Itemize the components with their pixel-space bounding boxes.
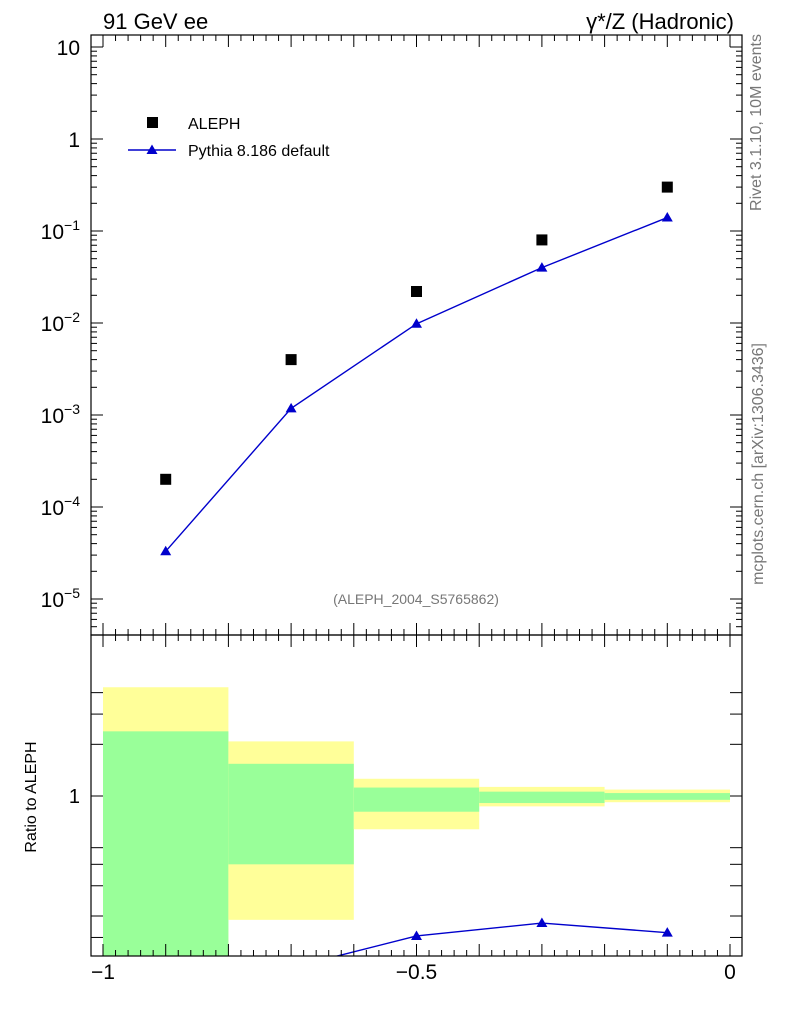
pythia-point [536, 262, 548, 272]
main-panel-axes: 10 1 10−1 10−2 10−3 10−4 10−5 [41, 34, 743, 636]
main-y-tick-label: 10−3 [41, 401, 81, 428]
ratio-band-inner [228, 763, 354, 865]
x-tick-label: 0 [724, 961, 736, 984]
legend-marker-pythia [146, 144, 158, 154]
aleph-point [536, 234, 548, 246]
ratio-band-inner [604, 793, 730, 800]
ratio-pythia-point [536, 917, 548, 928]
pythia-point [661, 212, 673, 222]
main-y-tick-label: 10−4 [41, 493, 81, 520]
pythia-point [285, 402, 297, 413]
pythia-point [160, 545, 172, 556]
aleph-point [285, 354, 297, 366]
rivet-label: Rivet 3.1.10, 10M events [748, 34, 765, 211]
ratio-band-inner [479, 791, 605, 804]
legend: ALEPH Pythia 8.186 default [128, 116, 330, 160]
pythia-point [411, 318, 422, 328]
main-y-tick-label: 10 [57, 37, 80, 60]
legend-label-aleph: ALEPH [188, 116, 240, 133]
ratio-band-inner [353, 787, 480, 812]
x-tick-label: −1 [91, 961, 115, 984]
ratio-pythia-point [411, 930, 422, 940]
main-y-tick-label: 10−5 [41, 585, 81, 612]
ratio-band-inner [103, 731, 229, 956]
aleph-point [661, 181, 673, 193]
ratio-panel-bands [103, 687, 730, 956]
main-panel-marks [160, 181, 673, 556]
main-y-tick-label: 10−2 [41, 309, 81, 336]
legend-label-pythia: Pythia 8.186 default [188, 143, 330, 160]
source-label: mcplots.cern.ch [arXiv:1306.3436] [750, 343, 767, 585]
ratio-panel-marks [334, 917, 673, 956]
process-label: γ*/Z (Hadronic) [586, 9, 734, 34]
energy-label: 91 GeV ee [103, 9, 208, 34]
analysis-watermark: (ALEPH_2004_S5765862) [333, 591, 499, 607]
ratio-y-axis-label: Ratio to ALEPH [23, 741, 40, 852]
x-tick-label: −0.5 [396, 961, 437, 984]
legend-marker-aleph [147, 117, 158, 128]
main-y-tick-label: 10−1 [41, 217, 81, 244]
ratio-y-tick-label: 1 [69, 786, 80, 808]
ratio-clip-group [334, 917, 673, 956]
ratio-panel-axes: 1 −1 −0.5 0 [69, 634, 743, 984]
pythia-line [165, 216, 668, 552]
aleph-point [411, 285, 422, 297]
main-y-tick-label: 1 [68, 129, 80, 152]
aleph-point [160, 473, 172, 485]
ratio-pythia-point [661, 927, 673, 937]
